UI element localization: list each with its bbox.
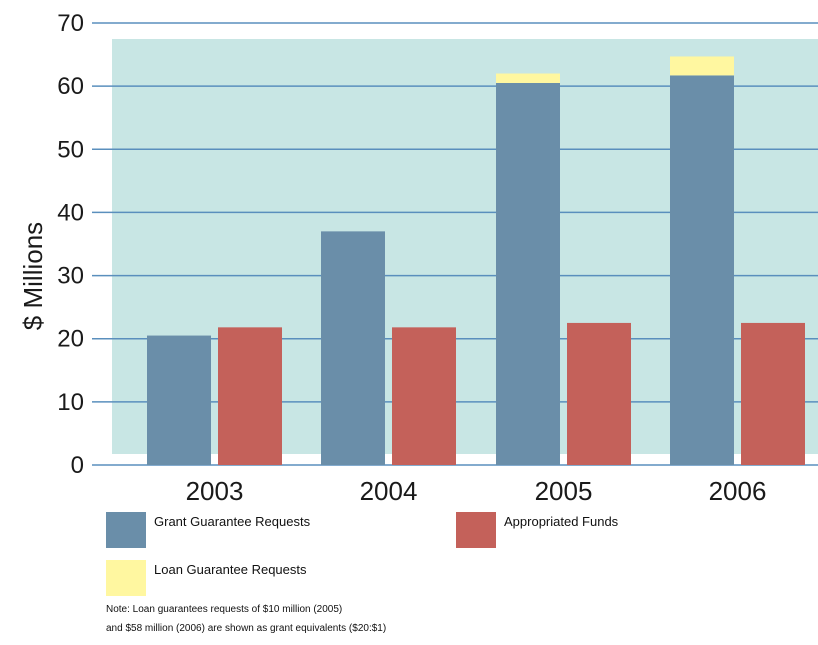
legend-label-grant: Grant Guarantee Requests xyxy=(154,514,311,529)
x-tick-label: 2005 xyxy=(535,476,593,506)
legend-loan-guarantee-requests: Loan Guarantee Requests xyxy=(106,560,307,596)
bar-grant-2004 xyxy=(321,231,385,465)
legend-swatch-appropriated xyxy=(456,512,496,548)
bar-appropriated-2006 xyxy=(741,322,805,465)
y-tick-label: 0 xyxy=(71,452,84,479)
footnote-line-2: and $58 million (2006) are shown as gran… xyxy=(106,623,387,634)
y-tick-label: 50 xyxy=(57,136,84,163)
x-tick-label: 2003 xyxy=(186,476,244,506)
legend-label-loan: Loan Guarantee Requests xyxy=(154,562,307,577)
bar-loan-2005 xyxy=(496,73,560,83)
bar-grant-2006 xyxy=(670,75,734,465)
legend-label-appropriated: Appropriated Funds xyxy=(504,514,619,529)
bar-appropriated-2004 xyxy=(392,327,456,465)
x-tick-label: 2006 xyxy=(709,476,767,506)
legend-grant-guarantee-requests: Grant Guarantee Requests xyxy=(106,512,310,548)
bar-grant-2005 xyxy=(496,82,560,465)
y-axis-label: $ Millions xyxy=(18,222,48,330)
y-tick-label: 10 xyxy=(57,389,84,416)
bars xyxy=(147,56,805,465)
bar-grant-2003 xyxy=(147,335,211,465)
y-tick-labels: 0 10 20 30 40 50 60 70 xyxy=(57,10,84,479)
y-tick-label: 40 xyxy=(57,199,84,226)
legend-swatch-grant xyxy=(106,512,146,548)
y-tick-label: 20 xyxy=(57,326,84,353)
legend-appropriated-funds: Appropriated Funds xyxy=(456,512,618,548)
legend-swatch-loan xyxy=(106,560,146,596)
footnote-line-1: Note: Loan guarantees requests of $10 mi… xyxy=(106,604,343,615)
bar-appropriated-2003 xyxy=(218,327,282,465)
y-tick-label: 60 xyxy=(57,73,84,100)
bar-loan-2006 xyxy=(670,56,734,76)
x-tick-label: 2004 xyxy=(360,476,418,506)
y-tick-label: 70 xyxy=(57,10,84,37)
bar-appropriated-2005 xyxy=(567,322,631,465)
y-tick-label: 30 xyxy=(57,263,84,290)
x-tick-labels: 2003 2004 2005 2006 xyxy=(186,476,767,506)
